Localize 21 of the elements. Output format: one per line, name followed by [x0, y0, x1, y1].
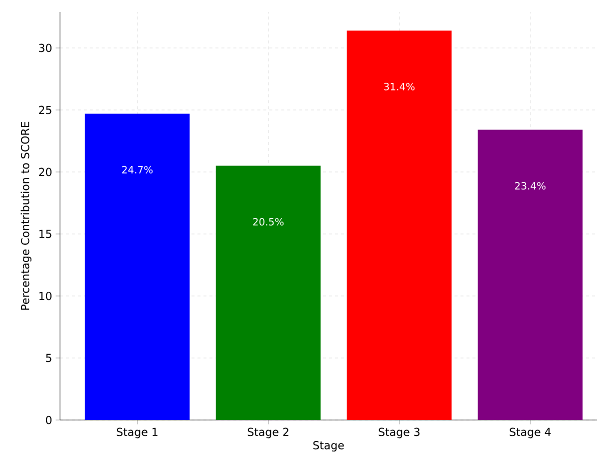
data-label: 20.5% [253, 218, 284, 226]
y-tick-label: 20 [39, 168, 52, 176]
bar [346, 30, 452, 420]
x-tick-label: Stage 3 [378, 428, 420, 438]
y-tick-label: 15 [39, 230, 52, 238]
x-tick-label: Stage 2 [248, 428, 288, 438]
x-tick-label: Stage 1 [116, 428, 158, 438]
bar [84, 114, 190, 420]
y-axis-title: Percentage Contribution to SCORE [20, 122, 32, 310]
y-tick-label: 30 [39, 44, 52, 52]
y-tick-label: 5 [46, 354, 52, 362]
y-tick-label: 25 [39, 106, 52, 114]
data-label: 31.4% [384, 82, 415, 90]
bar [478, 130, 583, 420]
y-tick-label: 0 [46, 416, 52, 424]
bar [216, 166, 321, 420]
data-label: 24.7% [122, 166, 153, 174]
data-label: 23.4% [515, 182, 546, 190]
x-axis-title: Stage [313, 441, 344, 452]
x-tick-label: Stage 4 [510, 428, 551, 438]
y-tick-label: 10 [39, 292, 52, 300]
